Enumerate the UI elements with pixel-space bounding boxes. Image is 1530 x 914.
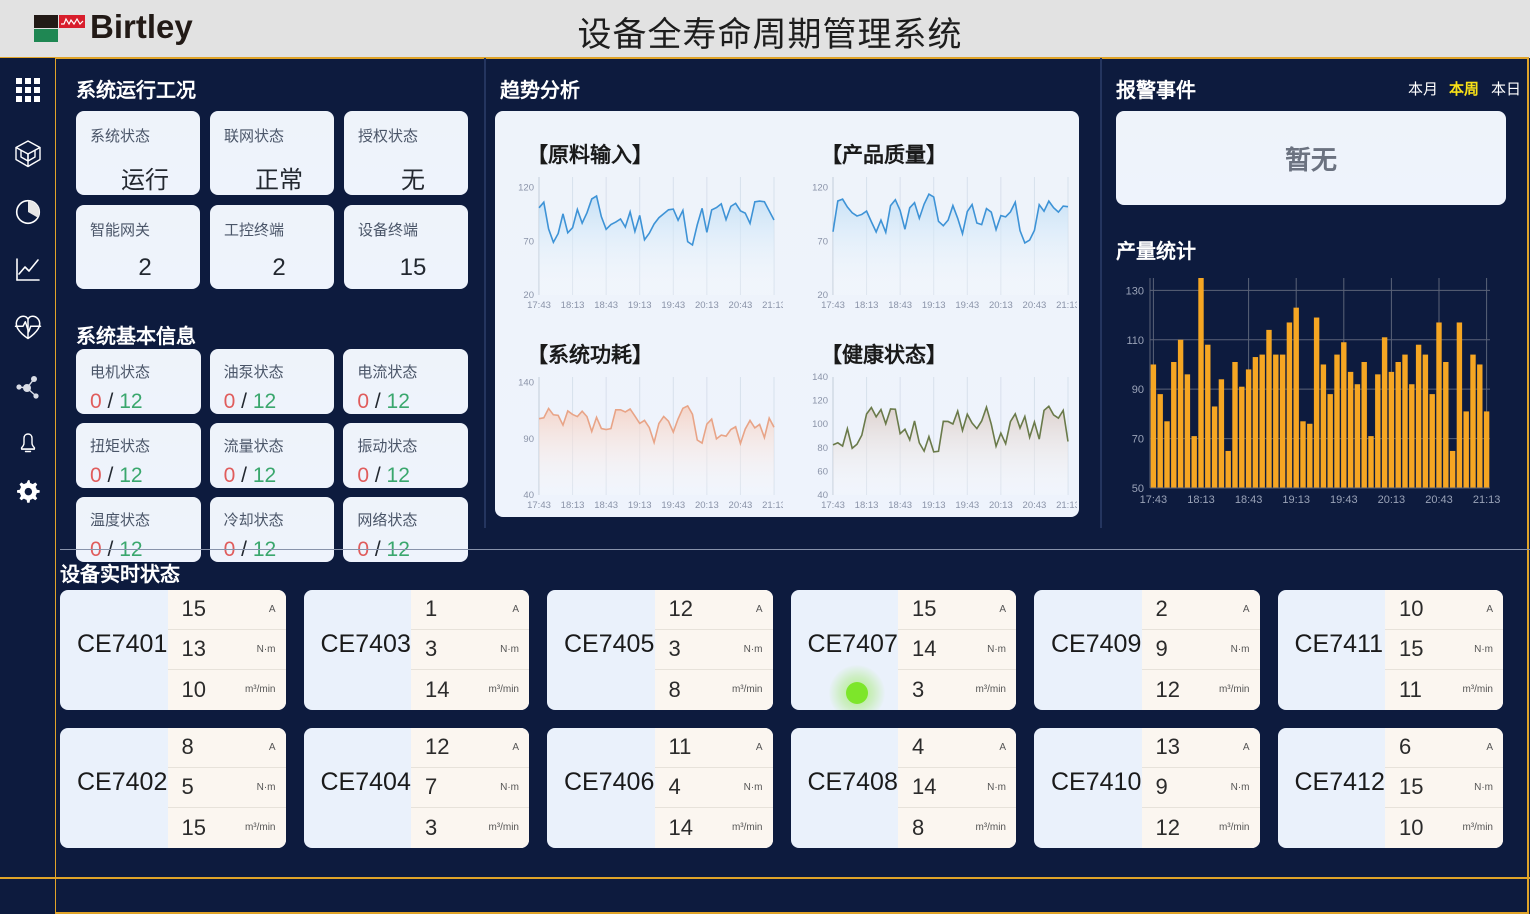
svg-text:70: 70 (817, 236, 828, 247)
svg-text:18:43: 18:43 (594, 300, 618, 311)
svg-text:60: 60 (817, 466, 828, 477)
svg-text:21:13: 21:13 (1056, 500, 1077, 511)
svg-text:20:13: 20:13 (1378, 494, 1406, 506)
svg-text:140: 140 (812, 372, 828, 383)
svg-text:21:13: 21:13 (1473, 494, 1501, 506)
svg-text:19:13: 19:13 (922, 300, 946, 311)
svg-text:120: 120 (812, 183, 828, 194)
svg-text:130: 130 (1126, 285, 1144, 297)
svg-text:120: 120 (518, 183, 534, 194)
svg-text:20:43: 20:43 (1023, 300, 1047, 311)
svg-text:18:13: 18:13 (561, 500, 585, 511)
svg-text:19:13: 19:13 (1282, 494, 1310, 506)
svg-text:70: 70 (523, 236, 534, 247)
svg-text:20:43: 20:43 (729, 500, 753, 511)
svg-text:80: 80 (817, 443, 828, 454)
svg-text:19:43: 19:43 (1330, 494, 1358, 506)
svg-text:17:43: 17:43 (1140, 494, 1168, 506)
svg-text:120: 120 (812, 396, 828, 407)
svg-text:17:43: 17:43 (527, 500, 551, 511)
svg-text:40: 40 (817, 490, 828, 501)
svg-text:20:43: 20:43 (1023, 500, 1047, 511)
svg-text:18:43: 18:43 (1235, 494, 1263, 506)
svg-text:20:13: 20:13 (989, 500, 1013, 511)
svg-text:21:13: 21:13 (1056, 300, 1077, 311)
svg-text:21:13: 21:13 (762, 500, 783, 511)
svg-text:100: 100 (812, 419, 828, 430)
svg-text:40: 40 (523, 490, 534, 501)
svg-text:90: 90 (523, 434, 534, 445)
svg-text:20:43: 20:43 (729, 300, 753, 311)
svg-text:20:13: 20:13 (695, 500, 719, 511)
svg-text:19:13: 19:13 (628, 300, 652, 311)
svg-text:18:43: 18:43 (888, 500, 912, 511)
svg-text:18:13: 18:13 (1187, 494, 1215, 506)
svg-text:20:43: 20:43 (1425, 494, 1453, 506)
svg-text:19:13: 19:13 (628, 500, 652, 511)
svg-text:110: 110 (1126, 335, 1144, 347)
svg-text:90: 90 (1132, 384, 1144, 396)
svg-text:18:13: 18:13 (855, 300, 879, 311)
svg-text:17:43: 17:43 (821, 300, 845, 311)
svg-text:20: 20 (817, 290, 828, 301)
svg-text:17:43: 17:43 (821, 500, 845, 511)
svg-text:20: 20 (523, 290, 534, 301)
svg-text:20:13: 20:13 (989, 300, 1013, 311)
svg-text:19:43: 19:43 (955, 500, 979, 511)
svg-text:18:43: 18:43 (888, 300, 912, 311)
svg-text:17:43: 17:43 (527, 300, 551, 311)
svg-text:70: 70 (1132, 434, 1144, 446)
svg-text:140: 140 (518, 378, 534, 389)
svg-text:18:13: 18:13 (855, 500, 879, 511)
svg-text:19:43: 19:43 (955, 300, 979, 311)
svg-text:19:43: 19:43 (661, 500, 685, 511)
svg-text:18:13: 18:13 (561, 300, 585, 311)
svg-text:19:13: 19:13 (922, 500, 946, 511)
svg-text:20:13: 20:13 (695, 300, 719, 311)
svg-text:18:43: 18:43 (594, 500, 618, 511)
svg-text:19:43: 19:43 (661, 300, 685, 311)
svg-text:21:13: 21:13 (762, 300, 783, 311)
